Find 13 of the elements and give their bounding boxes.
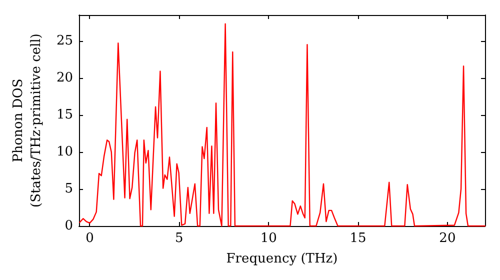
y-tick-label: 0 (64, 218, 73, 234)
x-tick-label: 20 (439, 231, 456, 246)
y-tick-label: 20 (56, 70, 73, 86)
y-tick-label: 15 (56, 107, 73, 122)
x-tick-label: 5 (175, 231, 184, 246)
x-tick-label: 0 (86, 231, 94, 246)
x-tick-label: 15 (350, 231, 366, 246)
y-tick-label: 25 (56, 33, 73, 48)
x-tick-label: 10 (260, 231, 277, 246)
y-axis-title: Phonon DOS (States/THz·primitive cell) (11, 33, 44, 208)
x-axis-title: Frequency (THz) (226, 252, 338, 266)
y-tick-label: 5 (64, 181, 73, 196)
y-tick-label: 10 (56, 144, 73, 160)
